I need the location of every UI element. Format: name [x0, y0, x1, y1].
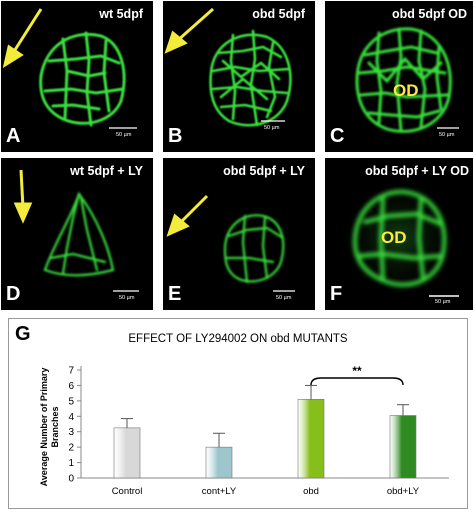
panel-title-c: obd 5dpf OD	[392, 7, 467, 21]
scale-label-c: 50 µm	[439, 132, 455, 138]
od-label-c: OD	[393, 81, 419, 100]
panel-a: wt 5dpf 50 µm A	[1, 1, 153, 152]
significance-bracket	[310, 377, 404, 386]
panel-letter-a: A	[6, 125, 21, 147]
od-label-f: OD	[381, 228, 407, 247]
micrograph-d	[13, 169, 139, 292]
chart-letter: G	[15, 323, 31, 345]
x-tick-label: cont+LY	[202, 486, 237, 497]
y-tick-label: 1	[68, 458, 74, 469]
scale-label-e: 50 µm	[276, 295, 292, 301]
panel-letter-f: F	[330, 283, 343, 305]
panel-c: obd 5dpf OD OD 50 µm C	[325, 1, 473, 152]
micrograph-b	[164, 7, 292, 127]
bar-obd	[297, 399, 325, 479]
bar-cont+LY	[205, 446, 233, 479]
x-tick-label: Control	[112, 486, 143, 497]
panel-letter-d: D	[6, 283, 21, 305]
arrow-b	[164, 7, 214, 54]
micrograph-e	[166, 194, 295, 292]
bar-chart: 0 1 2 3 4 5 6 7 Control cont+LY obd obd+LY **	[68, 364, 449, 497]
x-tick-label: obd+LY	[387, 486, 420, 497]
haze-f	[339, 180, 459, 296]
y-tick-label: 3	[68, 427, 74, 438]
scale-label-a: 50 µm	[116, 132, 132, 138]
y-tick-label: 5	[68, 396, 74, 407]
vessel-network-e	[223, 214, 285, 284]
micrograph-f	[339, 180, 459, 297]
micrograph-a	[2, 8, 137, 129]
y-tick-label: 7	[68, 366, 74, 377]
panel-d: wt 5dpf + LY 50 µm D	[1, 158, 153, 310]
arrow-d	[13, 169, 33, 224]
vessel-network-b	[209, 29, 292, 127]
arrow-e	[166, 194, 209, 237]
y-tick-label: 0	[68, 474, 74, 485]
panel-e: obd 5dpf + LY 50 µm E	[163, 158, 315, 310]
bar-Control	[113, 427, 141, 479]
panel-title-e: obd 5dpf + LY	[223, 164, 305, 178]
chart-panel-g: G EFFECT OF LY294002 ON obd MUTANTS Aver…	[8, 318, 468, 509]
vessel-network-f	[352, 189, 447, 287]
panel-b: obd 5dpf 50 µm B	[163, 1, 315, 152]
y-tick-label: 2	[68, 443, 74, 454]
vessel-network-c	[355, 27, 452, 133]
bar-obd+LY	[389, 415, 417, 479]
panel-title-a: wt 5dpf	[99, 7, 143, 21]
arrow-a	[2, 8, 43, 69]
x-tick-label: obd	[303, 486, 319, 497]
scale-label-b: 50 µm	[264, 125, 280, 131]
y-tick-label: 4	[68, 412, 74, 423]
chart-title: EFFECT OF LY294002 ON obd MUTANTS	[128, 333, 348, 345]
vessel-network-d	[43, 191, 115, 277]
panel-letter-e: E	[168, 283, 182, 305]
micrograph-c	[355, 27, 459, 133]
panel-title-d: wt 5dpf + LY	[70, 164, 143, 178]
panel-letter-b: B	[168, 125, 183, 147]
panel-title-f: obd 5dpf + LY OD	[365, 164, 469, 178]
panel-f: obd 5dpf + LY OD OD 50 µm F	[325, 158, 473, 310]
significance-label: **	[352, 364, 362, 378]
panel-title-b: obd 5dpf	[252, 7, 305, 21]
vessel-network-a	[39, 31, 126, 127]
panel-letter-c: C	[330, 125, 345, 147]
y-tick-label: 6	[68, 381, 74, 392]
scale-label-d: 50 µm	[119, 295, 135, 301]
scale-label-f: 50 µm	[435, 299, 451, 305]
